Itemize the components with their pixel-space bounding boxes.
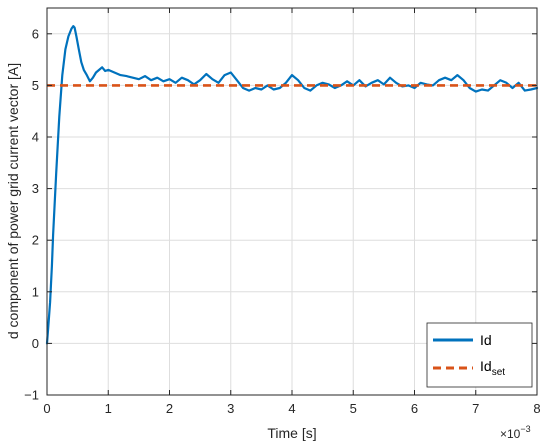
x-exponent-base: ×10 <box>500 427 521 441</box>
legend-label-id-set-main: Id <box>480 358 492 374</box>
x-tick-label: 3 <box>227 401 234 416</box>
series-layer <box>45 25 539 345</box>
x-tick-label: 4 <box>288 401 295 416</box>
legend: Id Idset <box>426 322 533 388</box>
series-line-id <box>45 25 539 345</box>
y-tick-label: 0 <box>32 336 39 351</box>
legend-label-id: Id <box>480 332 492 348</box>
x-tick-label: 1 <box>105 401 112 416</box>
x-tick-label: 6 <box>411 401 418 416</box>
y-tick-label: 3 <box>32 181 39 196</box>
x-exponent-label: ×10−3 <box>500 424 531 441</box>
y-tick-label: 4 <box>32 130 39 145</box>
legend-box <box>426 322 533 388</box>
y-tick-label: 2 <box>32 233 39 248</box>
y-axis-label: d component of power grid current vector… <box>5 63 21 339</box>
legend-label-id-set: Idset <box>480 358 505 378</box>
y-tick-label: 1 <box>32 284 39 299</box>
x-tick-label: 8 <box>533 401 540 416</box>
legend-label-id-set-sub: set <box>492 367 506 378</box>
y-tick-label: −1 <box>24 388 39 403</box>
x-tick-label: 5 <box>350 401 357 416</box>
y-tick-label: 5 <box>32 78 39 93</box>
x-tick-label: 0 <box>43 401 50 416</box>
x-tick-label: 2 <box>166 401 173 416</box>
x-tick-label: 7 <box>472 401 479 416</box>
ticks: 0 1 2 3 4 5 6 7 8 −1 0 1 2 3 4 5 6 <box>24 8 541 416</box>
x-axis-label: Time [s] <box>267 425 316 441</box>
x-exponent-power: −3 <box>520 424 530 434</box>
y-tick-label: 6 <box>32 26 39 41</box>
